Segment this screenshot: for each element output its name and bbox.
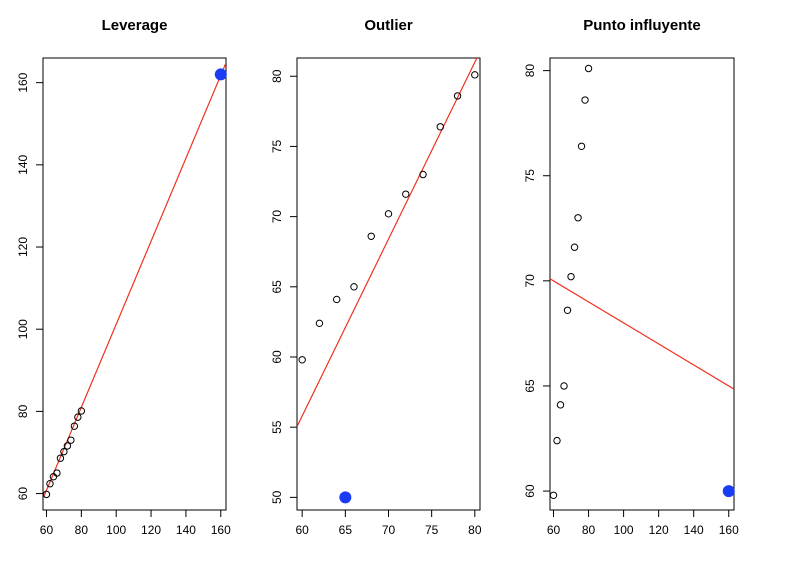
data-point (574, 214, 582, 222)
data-point (53, 469, 61, 477)
panel-leverage: Leverage 60 80 100 120 140 160 60 80 100 120 140 16… (16, 17, 231, 537)
y-tick-label: 80 (523, 64, 537, 78)
y-tick-label: 60 (523, 484, 537, 498)
y-tick-label: 140 (16, 155, 30, 175)
data-point (350, 283, 358, 291)
data-point (77, 407, 86, 415)
data-point (42, 490, 51, 499)
x-tick-label: 100 (614, 523, 634, 537)
x-tick-label: 80 (468, 523, 482, 537)
data-point (549, 491, 558, 499)
data-point (567, 272, 575, 281)
data-point (577, 142, 586, 150)
x-tick-label: 60 (295, 523, 309, 537)
panel-title: Leverage (102, 17, 168, 34)
data-point (63, 442, 72, 450)
y-tick-label: 60 (270, 350, 284, 364)
y-tick-label: 80 (16, 404, 30, 418)
y-tick-label: 65 (523, 379, 537, 393)
data-point (553, 436, 561, 445)
y-tick-label: 70 (270, 210, 284, 224)
data-point (581, 96, 589, 104)
y-tick-label: 70 (523, 274, 537, 288)
regression-line (297, 58, 478, 427)
panel-outlier: Outlier 60 65 70 75 80 50 55 60 65 70 75 80 (270, 17, 482, 537)
panel-title: Outlier (364, 17, 413, 34)
y-tick-label: 100 (16, 319, 30, 339)
x-tick-label: 160 (211, 523, 231, 537)
x-tick-label: 80 (582, 523, 596, 537)
data-point (333, 295, 341, 304)
data-point (74, 413, 82, 421)
highlighted-point (214, 68, 227, 81)
regression-line (550, 278, 734, 390)
data-point (436, 123, 444, 131)
y-tick-label: 60 (16, 487, 30, 501)
x-tick-label: 80 (75, 523, 89, 537)
x-tick-label: 160 (719, 523, 739, 537)
data-point (384, 210, 393, 218)
y-tick-label: 120 (16, 237, 30, 257)
plot-frame (296, 57, 481, 511)
y-tick-label: 55 (270, 420, 284, 434)
x-tick-label: 120 (141, 523, 161, 537)
data-point (402, 190, 410, 198)
data-point (419, 170, 427, 179)
x-tick-label: 140 (684, 523, 704, 537)
data-point (56, 454, 65, 462)
x-tick-label: 60 (40, 523, 54, 537)
data-point (556, 401, 565, 409)
y-tick-label: 75 (523, 169, 537, 183)
data-point (563, 306, 572, 314)
data-point (570, 243, 579, 251)
data-point (367, 232, 375, 240)
data-point (70, 422, 79, 430)
y-tick-label: 75 (270, 139, 284, 153)
y-tick-label: 65 (270, 280, 284, 294)
data-point (315, 319, 324, 328)
x-tick-label: 100 (106, 523, 126, 537)
highlighted-point (722, 485, 735, 498)
y-tick-label: 50 (270, 490, 284, 504)
x-tick-label: 120 (649, 523, 669, 537)
x-tick-label: 70 (382, 523, 396, 537)
plot-frame (549, 57, 735, 511)
highlighted-point (339, 491, 352, 504)
x-tick-label: 75 (425, 523, 439, 537)
plot-frame (42, 57, 227, 511)
data-point (560, 382, 568, 390)
x-tick-label: 60 (547, 523, 561, 537)
data-point (60, 447, 68, 456)
x-tick-label: 140 (176, 523, 196, 537)
data-point (67, 436, 75, 444)
data-point (471, 71, 479, 79)
data-point (453, 92, 462, 100)
data-point (584, 64, 593, 73)
x-tick-label: 65 (339, 523, 353, 537)
panel-punto-influyente: Punto influyente 60 80 100 120 140 160 60 65 70 7… (523, 17, 739, 537)
panel-title: Punto influyente (583, 17, 701, 34)
data-point (46, 480, 54, 488)
y-tick-label: 160 (16, 72, 30, 92)
data-point (298, 356, 306, 364)
regression-line (43, 62, 226, 499)
y-tick-label: 80 (270, 69, 284, 83)
